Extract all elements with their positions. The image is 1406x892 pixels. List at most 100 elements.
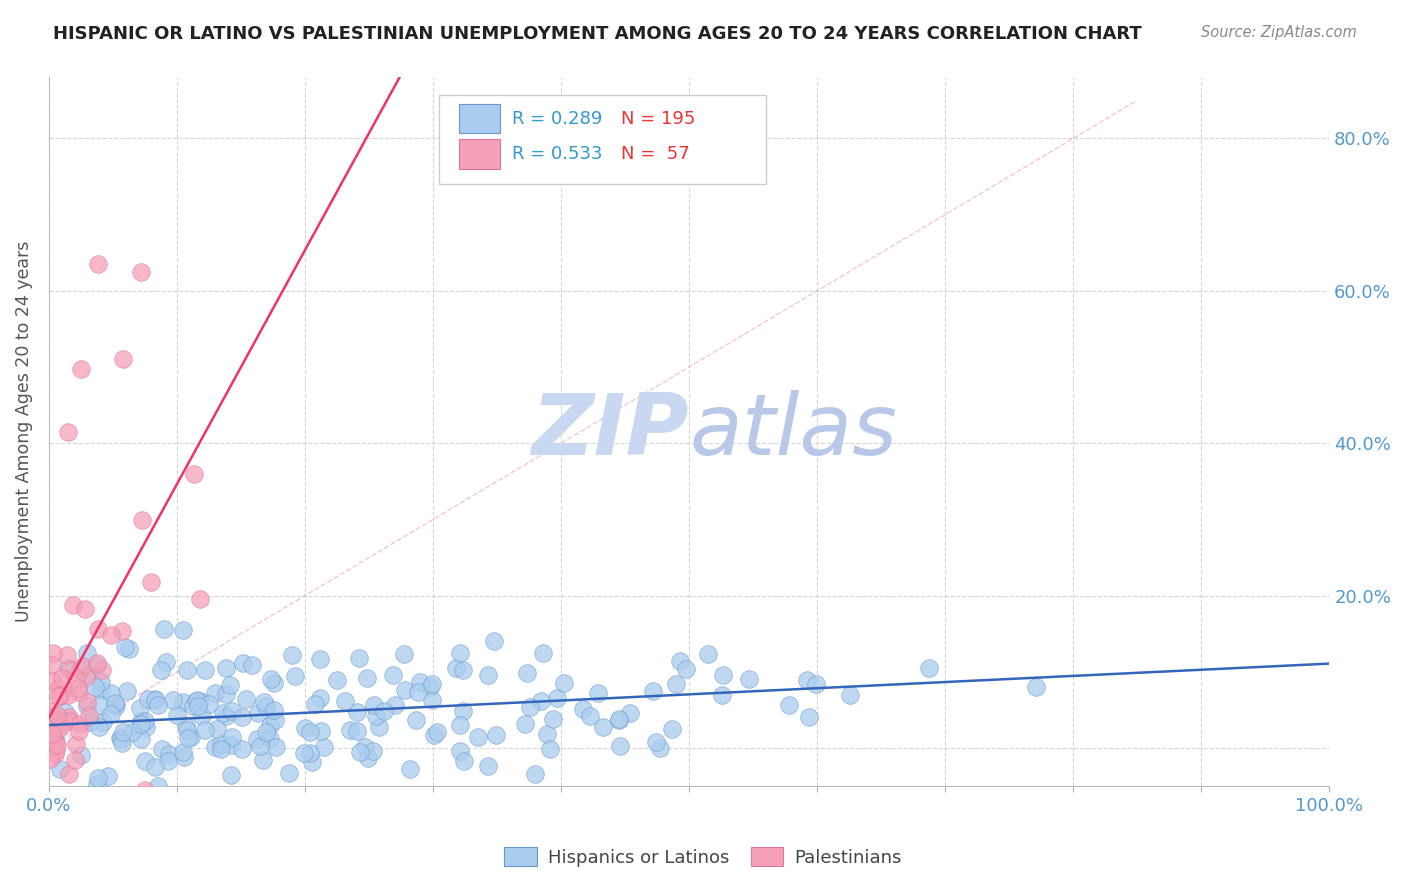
Text: N =  57: N = 57 bbox=[621, 145, 690, 163]
Point bbox=[530, 694, 553, 708]
Point bbox=[533, 646, 555, 660]
Point bbox=[177, 731, 200, 745]
Point bbox=[235, 692, 257, 706]
Point bbox=[301, 756, 323, 770]
Point bbox=[346, 724, 368, 739]
Point bbox=[349, 745, 371, 759]
Point bbox=[58, 766, 80, 780]
Point bbox=[67, 723, 90, 738]
Point bbox=[69, 716, 91, 731]
Point bbox=[90, 683, 112, 698]
Point bbox=[49, 690, 72, 704]
Point bbox=[117, 684, 139, 698]
FancyBboxPatch shape bbox=[458, 103, 499, 134]
Point bbox=[46, 720, 69, 734]
Point bbox=[188, 694, 211, 708]
Point bbox=[778, 698, 800, 713]
Point bbox=[738, 672, 761, 686]
Point bbox=[41, 709, 63, 723]
Point bbox=[357, 751, 380, 765]
Point bbox=[204, 686, 226, 700]
Point bbox=[579, 708, 602, 723]
Point bbox=[650, 740, 672, 755]
Point bbox=[75, 601, 97, 615]
Point bbox=[215, 688, 238, 702]
Point bbox=[607, 712, 630, 726]
Point bbox=[186, 693, 208, 707]
Point bbox=[76, 646, 98, 660]
Point bbox=[231, 742, 253, 756]
Point bbox=[72, 658, 94, 673]
Point bbox=[839, 688, 862, 702]
Point bbox=[232, 656, 254, 670]
Point bbox=[696, 647, 718, 661]
Point bbox=[263, 676, 285, 690]
Point bbox=[63, 753, 86, 767]
Point bbox=[254, 698, 277, 713]
Point bbox=[86, 658, 108, 673]
Point bbox=[45, 737, 67, 751]
Point bbox=[259, 672, 281, 686]
Point bbox=[204, 740, 226, 755]
Point bbox=[187, 698, 209, 713]
Point bbox=[519, 700, 541, 714]
Point bbox=[38, 752, 60, 766]
Point bbox=[607, 714, 630, 728]
Point bbox=[162, 692, 184, 706]
Point bbox=[156, 754, 179, 768]
Point bbox=[482, 633, 505, 648]
Point bbox=[382, 668, 405, 682]
Text: N = 195: N = 195 bbox=[621, 110, 696, 128]
Point bbox=[172, 696, 194, 710]
Point bbox=[41, 732, 63, 747]
Point bbox=[263, 703, 285, 717]
Point bbox=[114, 640, 136, 654]
Point bbox=[252, 753, 274, 767]
Point bbox=[384, 698, 406, 713]
Point bbox=[86, 777, 108, 791]
Point bbox=[214, 709, 236, 723]
Point bbox=[209, 737, 232, 751]
Point bbox=[419, 680, 441, 694]
Point bbox=[135, 720, 157, 734]
Point bbox=[444, 661, 467, 675]
Point bbox=[86, 771, 108, 785]
Point bbox=[129, 717, 152, 731]
Point bbox=[149, 663, 172, 677]
Point bbox=[59, 714, 82, 728]
Point bbox=[339, 723, 361, 737]
Point bbox=[103, 697, 125, 711]
Point bbox=[157, 747, 180, 762]
Point bbox=[366, 708, 388, 723]
Point bbox=[619, 706, 641, 721]
Point bbox=[309, 724, 332, 739]
Point bbox=[44, 733, 66, 747]
Point bbox=[420, 693, 443, 707]
Point bbox=[100, 627, 122, 641]
Point bbox=[41, 727, 63, 741]
Point bbox=[104, 696, 127, 710]
Point bbox=[65, 737, 87, 751]
Point bbox=[118, 641, 141, 656]
Point bbox=[309, 652, 332, 666]
Point bbox=[44, 732, 66, 747]
Point bbox=[172, 745, 194, 759]
Point bbox=[69, 663, 91, 677]
Point bbox=[406, 685, 429, 699]
Point bbox=[405, 713, 427, 727]
Point bbox=[453, 754, 475, 768]
Point bbox=[363, 698, 385, 712]
Point bbox=[143, 692, 166, 706]
Point bbox=[665, 677, 688, 691]
Point bbox=[373, 704, 395, 718]
Point bbox=[146, 698, 169, 712]
Point bbox=[70, 361, 93, 376]
Point bbox=[546, 690, 568, 705]
Point bbox=[451, 705, 474, 719]
Point bbox=[49, 721, 72, 735]
Point bbox=[86, 257, 108, 271]
Point bbox=[44, 747, 66, 762]
Point bbox=[284, 669, 307, 683]
Point bbox=[105, 699, 128, 714]
Point bbox=[426, 725, 449, 739]
